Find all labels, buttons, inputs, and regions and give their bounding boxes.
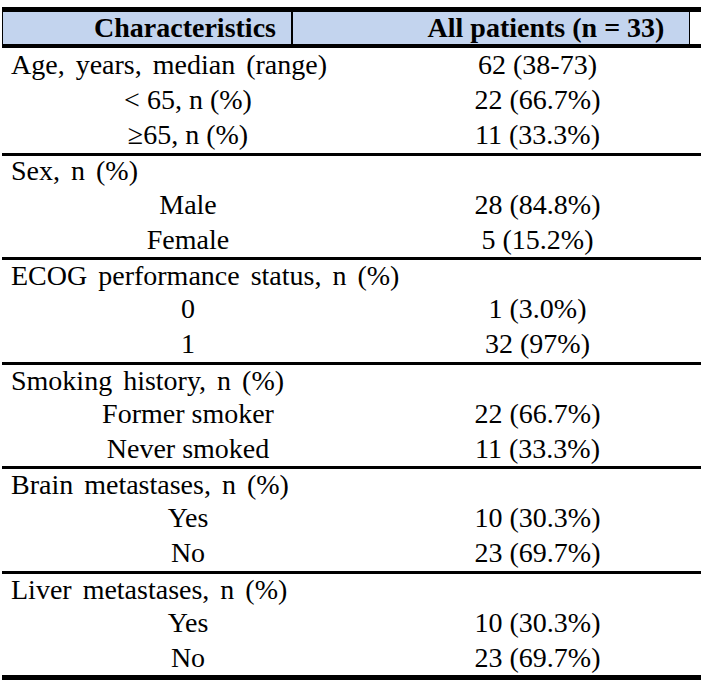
row-brain-no: No 23 (69.7%) [2,536,701,571]
row-label: Yes [2,504,374,532]
row-brain-mets: Brain metastases, n (%) [2,466,701,501]
row-age-lt-65: < 65, n (%) 22 (66.7%) [2,83,701,118]
row-label: No [2,539,374,567]
row-label: Female [2,226,374,254]
row-label: Sex, n (%) [2,157,374,185]
row-label: Former smoker [2,400,374,428]
row-sex-female: Female 5 (15.2%) [2,222,701,257]
row-brain-yes: Yes 10 (30.3%) [2,501,701,536]
header-all-patients: All patients (n = 33) [293,12,689,44]
row-label: Male [2,191,374,219]
patient-characteristics-table-page: Characteristics All patients (n = 33) Ag… [0,0,705,697]
row-label: 0 [2,295,374,323]
row-value: 11 (33.3%) [374,435,701,463]
row-label: Liver metastases, n (%) [2,576,374,604]
row-value: 11 (33.3%) [374,121,701,149]
row-ecog-0: 0 1 (3.0%) [2,292,701,327]
row-smoking-never: Never smoked 11 (33.3%) [2,431,701,466]
row-age-median: Age, years, median (range) 62 (38-73) [2,48,701,83]
header-row: Characteristics All patients (n = 33) [2,12,690,44]
row-sex: Sex, n (%) [2,153,701,188]
row-value: 10 (30.3%) [374,504,701,532]
row-label: ≥65, n (%) [2,121,374,149]
row-label: No [2,644,374,672]
row-value: 62 (38-73) [374,51,701,79]
row-value: 22 (66.7%) [374,400,701,428]
row-label: Age, years, median (range) [2,51,374,79]
row-sex-male: Male 28 (84.8%) [2,187,701,222]
row-value: 5 (15.2%) [374,226,701,254]
row-label: < 65, n (%) [2,86,374,114]
row-ecog: ECOG performance status, n (%) [2,257,701,292]
row-ecog-1: 1 32 (97%) [2,327,701,362]
row-liver-no: No 23 (69.7%) [2,640,701,675]
row-value: 23 (69.7%) [374,539,701,567]
row-label: Never smoked [2,435,374,463]
row-value: 28 (84.8%) [374,191,701,219]
row-label: Brain metastases, n (%) [2,471,374,499]
row-label: 1 [2,330,374,358]
characteristics-table: Characteristics All patients (n = 33) Ag… [2,7,701,680]
row-liver-yes: Yes 10 (30.3%) [2,606,701,641]
row-value: 23 (69.7%) [374,644,701,672]
row-value: 32 (97%) [374,330,701,358]
row-value: 22 (66.7%) [374,86,701,114]
row-smoking: Smoking history, n (%) [2,362,701,397]
row-liver-mets: Liver metastases, n (%) [2,571,701,606]
row-smoking-former: Former smoker 22 (66.7%) [2,396,701,431]
row-value: 1 (3.0%) [374,295,701,323]
row-label: Smoking history, n (%) [2,367,374,395]
row-label: ECOG performance status, n (%) [2,262,374,290]
table-bottom-rule [2,675,701,680]
row-value: 10 (30.3%) [374,609,701,637]
header-characteristics: Characteristics [3,12,293,44]
row-age-ge-65: ≥65, n (%) 11 (33.3%) [2,118,701,153]
row-label: Yes [2,609,374,637]
